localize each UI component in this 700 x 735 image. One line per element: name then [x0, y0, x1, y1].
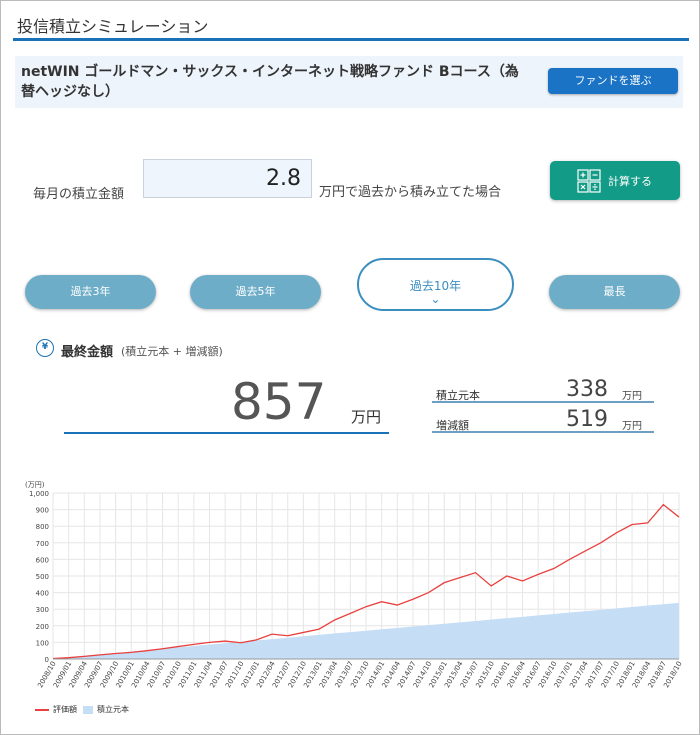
calculator-icon — [577, 169, 601, 193]
valuation-line — [52, 503, 680, 660]
period-max-button[interactable]: 最長 — [549, 275, 680, 309]
legend-line-swatch — [35, 708, 49, 711]
final-amount-underline — [64, 432, 389, 434]
gain-unit: 万円 — [622, 421, 642, 432]
gain-value: 519 — [566, 407, 608, 432]
final-amount-subtitle: (積立元本 + 増減額) — [121, 345, 223, 358]
fund-name: netWIN ゴールドマン・サックス・インターネット戦略ファンド Bコース（為替… — [21, 64, 519, 100]
y-tick-label: 1,000 — [29, 490, 49, 498]
y-tick-label: 200 — [36, 623, 49, 631]
period-5y-button[interactable]: 過去5年 — [190, 275, 321, 309]
principal-value: 338 — [566, 377, 608, 402]
y-tick-label: 500 — [36, 573, 49, 581]
y-tick-label: 100 — [36, 639, 49, 647]
legend-area-swatch — [83, 705, 93, 714]
period-10y-button[interactable]: 過去10年 ⌄ — [357, 258, 514, 311]
principal-area — [53, 602, 679, 659]
fund-panel: netWIN ゴールドマン・サックス・インターネット戦略ファンド Bコース（為替… — [15, 56, 683, 108]
principal-label: 積立元本 — [436, 389, 480, 402]
period-3y-button[interactable]: 過去3年 — [25, 275, 156, 309]
y-tick-label: 300 — [36, 606, 49, 614]
gain-row: 増減額 519 万円 — [432, 407, 654, 433]
select-fund-button[interactable]: ファンドを選ぶ — [548, 68, 678, 94]
monthly-amount-suffix: 万円で過去から積み立てた場合 — [319, 185, 502, 200]
monthly-amount-input[interactable]: 2.8 — [143, 159, 312, 198]
legend-item-valuation: 評価額 — [35, 704, 77, 715]
y-tick-label: 800 — [36, 523, 49, 531]
chevron-down-icon: ⌄ — [430, 292, 441, 306]
gain-label: 増減額 — [436, 419, 469, 432]
final-amount-value: 857 — [231, 373, 327, 431]
chart-svg: 01002003004005006007008009001,000(万円)200… — [25, 481, 684, 689]
monthly-amount-label: 毎月の積立金額 — [33, 187, 125, 202]
legend-item-principal: 積立元本 — [83, 704, 129, 715]
page-header: 投信積立シミュレーション — [13, 11, 689, 41]
y-tick-label: 700 — [36, 540, 49, 548]
period-10y-label: 過去10年 — [409, 279, 462, 293]
legend-label-principal: 積立元本 — [97, 705, 129, 714]
y-tick-label: 0 — [45, 656, 49, 664]
principal-row: 積立元本 338 万円 — [432, 377, 654, 403]
y-tick-label: 400 — [36, 590, 49, 598]
calculate-button[interactable]: 計算する — [550, 161, 680, 200]
y-tick-label: 900 — [36, 507, 49, 515]
legend-label-valuation: 評価額 — [53, 705, 77, 714]
page-title: 投信積立シミュレーション — [17, 17, 209, 36]
valuation-chart: 0 100 200 300 400 500 600 700 800 900 1,000 (万円) 200… — [21, 471, 691, 731]
principal-unit: 万円 — [622, 391, 642, 402]
y-unit-label: (万円) — [25, 481, 45, 489]
calculate-button-label: 計算する — [608, 175, 652, 188]
final-amount-unit: 万円 — [351, 408, 382, 426]
y-tick-label: 600 — [36, 556, 49, 564]
final-amount-title: 最終金額 — [61, 345, 114, 360]
yen-icon: ¥ — [36, 339, 54, 357]
